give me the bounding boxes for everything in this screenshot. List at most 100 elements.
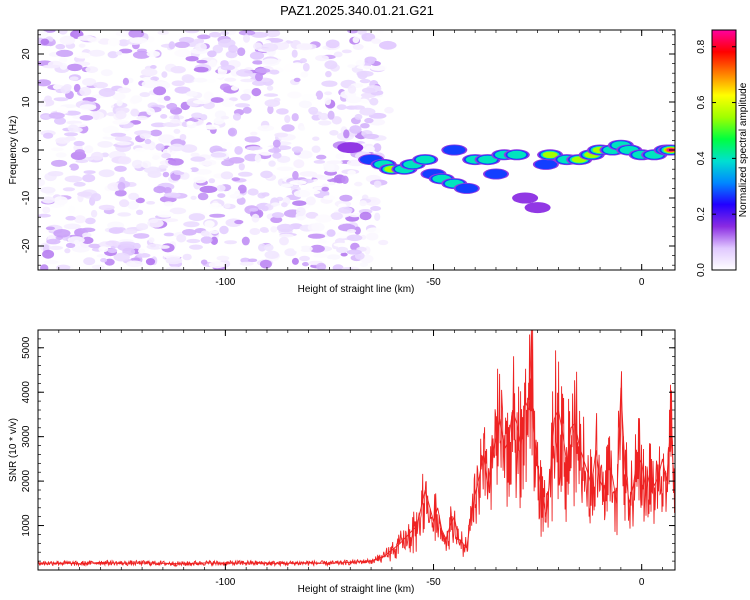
noise-blob [193,176,207,184]
noise-blob [167,158,184,166]
noise-blob [119,199,130,208]
noise-blob [236,69,253,77]
noise-blob [364,145,375,153]
noise-blob [132,50,151,59]
noise-blob [220,64,235,71]
noise-blob [74,52,91,59]
noise-blob [302,262,309,267]
noise-blob [261,58,280,66]
noise-blob [384,106,394,114]
noise-blob [112,92,126,101]
noise-blob [116,99,123,107]
noise-blob [98,88,116,97]
noise-blob [349,125,362,134]
noise-blob [58,30,68,35]
noise-blob [117,212,132,217]
noise-blob [179,134,187,141]
noise-blob [263,93,279,97]
noise-blob [174,86,191,94]
noise-blob [133,233,150,239]
noise-blob [68,205,76,214]
noise-blob [67,236,85,244]
noise-blob [195,42,207,52]
noise-blob [281,202,288,208]
noise-blob [78,43,86,48]
noise-blob [249,228,261,235]
noise-blob [98,204,115,211]
noise-blob [255,68,271,74]
noise-blob [324,91,333,96]
noise-blob [346,234,363,242]
noise-blob [42,64,60,69]
ridge-mark [478,155,497,164]
noise-blob [56,264,71,270]
noise-blob [281,124,295,132]
noise-blob [177,60,186,65]
bottom-x-tick-label: 0 [639,577,645,588]
noise-blob [278,233,294,238]
noise-blob [144,138,152,145]
noise-blob [55,43,66,50]
noise-blob [231,177,241,182]
noise-blob [340,252,348,257]
noise-blob [118,156,132,165]
noise-blob [326,229,336,237]
noise-blob [128,30,145,39]
noise-blob [354,181,363,187]
top-x-tick-label: -100 [215,277,235,288]
noise-blob [150,122,167,128]
noise-blob [148,237,155,244]
noise-blob [166,102,178,110]
noise-blob [315,90,324,100]
noise-blob [69,163,79,171]
bottom-y-tick-label: 4000 [21,381,32,404]
noise-blob [153,86,167,96]
noise-blob [188,213,206,222]
noise-blob [58,166,71,172]
noise-blob [102,125,119,135]
noise-blob [210,152,227,158]
noise-blob [307,233,326,239]
bottom-x-tick-label: -50 [426,577,441,588]
noise-blob [251,213,260,223]
noise-blob [311,174,324,178]
noise-blob [163,187,172,194]
noise-blob [311,145,321,153]
noise-blob [216,255,230,261]
noise-blob [88,243,101,249]
noise-blob [165,266,183,270]
noise-blob [240,78,255,83]
noise-blob [43,260,59,265]
noise-blob [122,229,138,235]
noise-blob [69,76,79,81]
noise-blob [62,187,75,192]
noise-blob [246,146,263,151]
noise-blob [258,243,267,252]
noise-blob [356,70,374,77]
noise-blob [160,114,168,119]
noise-blob [75,159,89,164]
noise-blob [347,170,356,176]
noise-blob [296,207,306,217]
noise-blob [373,30,384,33]
noise-blob [251,88,262,97]
top-y-tick-label: 0 [21,147,32,153]
noise-blob [183,221,200,228]
noise-blob [141,160,152,169]
noise-blob [112,119,130,125]
noise-blob [244,136,261,143]
ridge-mark [337,142,364,154]
noise-blob [367,56,376,65]
noise-blob [359,211,372,221]
noise-blob [53,229,71,238]
noise-blob [56,106,69,115]
noise-blob [332,264,344,270]
top-y-tick-label: -10 [21,190,32,205]
colorbar-tick-label: 0.8 [696,39,707,53]
noise-blob [136,115,148,121]
noise-blob [98,38,112,45]
noise-blob [110,132,127,137]
noise-blob [216,184,226,192]
noise-blob [261,43,279,52]
noise-blob [184,30,199,34]
